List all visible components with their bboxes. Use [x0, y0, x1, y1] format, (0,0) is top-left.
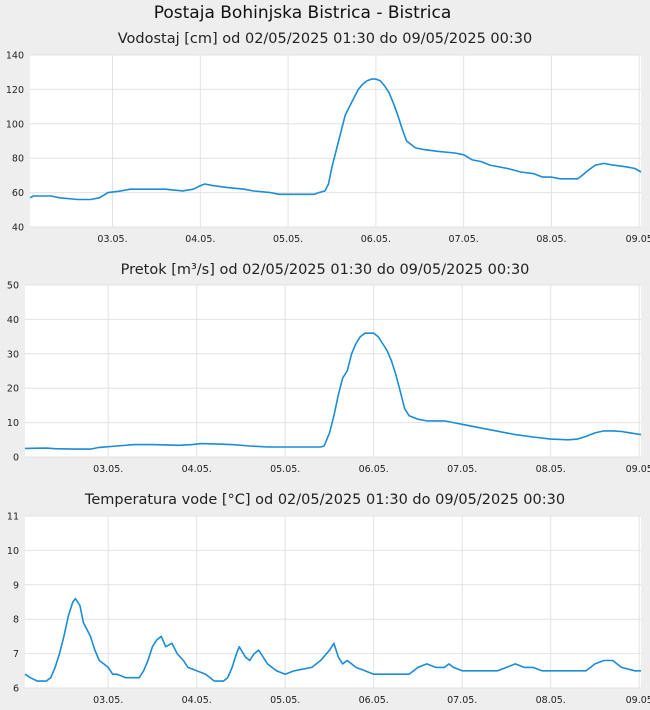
data-series-line: [29, 78, 642, 201]
plot-area: [25, 516, 641, 688]
water-temperature-chart: 6 7 8 9 10 11 03.05. 04.05. 05.05. 06.05. 07.05. 08…: [7, 512, 650, 707]
y-tick-label: 80: [12, 154, 24, 165]
x-tick-label: 06.05.: [361, 234, 391, 245]
x-tick-label: 07.05.: [447, 695, 477, 706]
x-tick-label: 03.05.: [93, 695, 123, 706]
x-tick-label: 03.05.: [93, 464, 123, 475]
x-tick-label: 04.05.: [182, 695, 212, 706]
x-tick-label: 07.05.: [449, 234, 479, 245]
y-tick-label: 50: [7, 281, 19, 292]
discharge-chart: 0 10 20 30 40 50 03.05. 04.05. 05.05. 06.05. 07.05…: [7, 281, 650, 476]
x-tick-label: 09.05: [626, 234, 650, 245]
y-tick-label: 140: [6, 51, 24, 62]
x-tick-label: 03.05.: [97, 234, 127, 245]
x-tick-label: 06.05.: [359, 695, 389, 706]
x-tick-label: 04.05.: [182, 464, 212, 475]
x-tick-label: 05.05.: [273, 234, 303, 245]
x-tick-label: 04.05.: [185, 234, 215, 245]
x-tick-label: 06.05.: [359, 464, 389, 475]
discharge-chart-title: Pretok [m³/s] od 02/05/2025 01:30 do 09/…: [120, 262, 530, 278]
plot-area: [30, 55, 641, 227]
x-tick-label: 08.05.: [536, 464, 566, 475]
x-tick-label: 05.05.: [270, 464, 300, 475]
y-tick-label: 0: [13, 453, 19, 464]
x-tick-label: 05.05.: [270, 695, 300, 706]
y-tick-label: 40: [7, 315, 19, 326]
y-tick-label: 120: [6, 85, 24, 96]
y-tick-label: 40: [12, 223, 24, 234]
x-tick-label: 07.05.: [447, 464, 477, 475]
y-tick-label: 6: [13, 684, 19, 695]
y-tick-label: 100: [6, 119, 24, 130]
y-tick-label: 10: [7, 418, 19, 429]
y-tick-label: 30: [7, 349, 19, 360]
water-level-chart-title: Vodostaj [cm] od 02/05/2025 01:30 do 09/…: [117, 31, 533, 47]
y-tick-label: 60: [12, 188, 24, 199]
y-tick-label: 10: [7, 546, 19, 557]
station-title: Postaja Bohinjska Bistrica - Bistrica: [153, 3, 452, 23]
y-tick-label: 7: [13, 649, 19, 660]
water-level-chart: 40 60 80 100 120 140 03.05. 04.05. 05.05. 06.05. 0…: [6, 51, 650, 246]
y-tick-label: 9: [13, 580, 19, 591]
y-tick-label: 11: [7, 512, 19, 523]
y-tick-label: 20: [7, 384, 19, 395]
water-temperature-chart-title: Temperatura vode [°C] od 02/05/2025 01:3…: [84, 492, 566, 508]
x-tick-label: 08.05.: [536, 234, 566, 245]
x-tick-label: 09.05: [626, 464, 650, 475]
x-tick-label: 08.05.: [536, 695, 566, 706]
x-tick-label: 09.05: [626, 695, 650, 706]
plot-area: [25, 285, 641, 457]
y-tick-label: 8: [13, 615, 19, 626]
data-series-line: [24, 332, 642, 450]
data-series-line: [24, 597, 641, 682]
